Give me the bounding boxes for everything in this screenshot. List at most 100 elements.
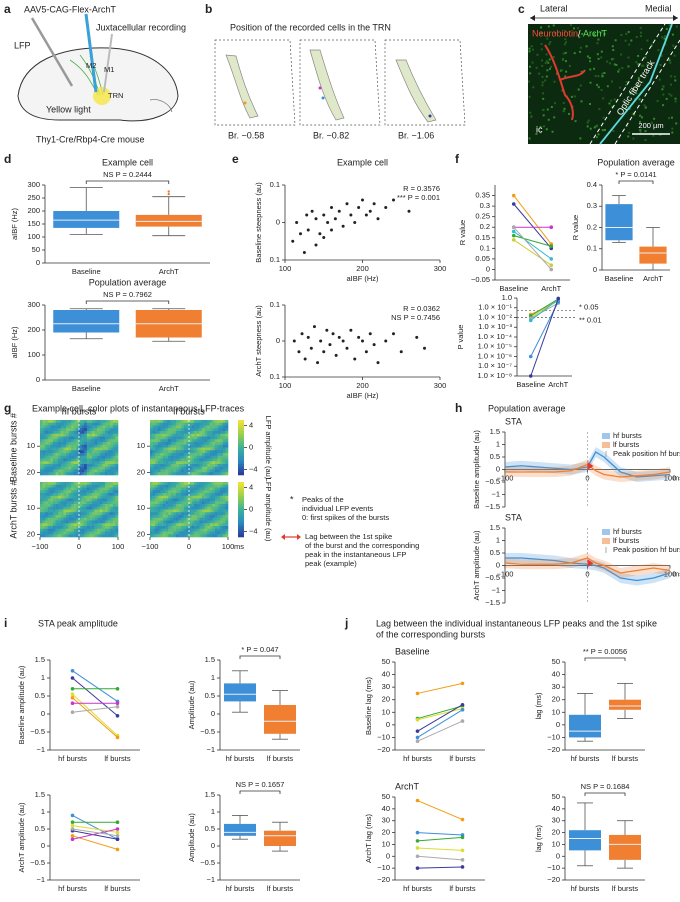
heatmap-cell — [155, 526, 159, 530]
heatmap-cell — [58, 520, 62, 524]
texture-dot — [553, 80, 556, 83]
legend-text: peak in the instantaneous LFP — [305, 550, 406, 559]
heatmap-cell — [152, 455, 156, 459]
heatmap-cell — [73, 498, 77, 502]
heatmap-cell — [202, 433, 205, 437]
heatmap-cell — [215, 428, 218, 432]
heatmap-cell — [225, 450, 229, 454]
heatmap-cell — [86, 458, 90, 462]
heatmap-cell — [222, 517, 226, 521]
scale-label: 200 µm — [638, 121, 663, 130]
heatmap-cell — [199, 450, 203, 454]
heatmap-cell — [89, 528, 93, 532]
heatmap-cell — [212, 523, 216, 527]
heatmap-cell — [40, 506, 43, 510]
heatmap-cell — [47, 493, 51, 497]
heatmap-cell — [160, 455, 164, 459]
heatmap-cell — [94, 420, 98, 424]
heatmap-cell — [217, 506, 221, 510]
heatmap-cell — [215, 495, 218, 499]
heatmap-cell — [55, 447, 59, 451]
heatmap-cell — [181, 493, 185, 497]
heatmap-cell — [53, 493, 56, 497]
y-tick-label: −0.5 — [485, 477, 500, 486]
heatmap-cell — [92, 517, 95, 521]
heatmap-cell — [168, 490, 172, 494]
category-label: hf bursts — [403, 884, 432, 893]
heatmap-cell — [165, 528, 169, 532]
heatmap-cell — [163, 498, 166, 502]
heatmap-cell — [191, 464, 195, 468]
heatmap-cell — [199, 482, 203, 486]
heatmap-cell — [79, 501, 82, 505]
heatmap-cell — [94, 466, 98, 470]
heatmap-cell — [170, 517, 174, 521]
heatmap-cell — [189, 482, 192, 486]
heatmap-cell — [81, 433, 85, 437]
heatmap-cell — [207, 487, 211, 491]
heatmap-cell — [73, 461, 77, 465]
heatmap-cell — [157, 498, 161, 502]
scatter-point — [297, 350, 301, 354]
heatmap-cell — [186, 469, 190, 473]
heatmap-cell — [97, 490, 101, 494]
heatmap-cell — [183, 425, 187, 429]
legend-swatch — [602, 442, 610, 448]
heatmap-cell — [155, 495, 159, 499]
heatmap-cell — [196, 428, 200, 432]
heatmap-cell — [178, 515, 182, 519]
heatmap-cell — [196, 433, 200, 437]
heatmap-cell — [81, 528, 85, 532]
heatmap-cell — [157, 517, 161, 521]
heatmap-cell — [99, 498, 103, 502]
heatmap-cell — [150, 495, 153, 499]
texture-dot — [541, 64, 544, 67]
y-tick-label: 150 — [27, 219, 40, 228]
heatmap-cell — [199, 420, 203, 424]
heatmap-cell — [86, 472, 90, 476]
heatmap-cell — [71, 528, 75, 532]
heatmap-cell — [207, 523, 211, 527]
heatmap-cell — [199, 506, 203, 510]
heatmap-cell — [212, 531, 216, 535]
heatmap-cell — [204, 517, 208, 521]
heatmap-cell — [170, 444, 174, 448]
micrograph — [528, 24, 680, 144]
significance-label: * P = 0.0141 — [615, 170, 656, 179]
heatmap-cell — [176, 482, 179, 486]
paired-line — [72, 830, 118, 840]
heatmap-cell — [194, 453, 198, 457]
heatmap-cell — [186, 436, 190, 440]
heatmap-cell — [45, 420, 49, 424]
heatmap-cell — [81, 493, 85, 497]
y-tick-label: 1.0 × 10⁻¹ — [478, 303, 512, 312]
heatmap-cell — [107, 515, 111, 519]
heatmap-cell — [152, 482, 156, 486]
y-tick-label: −1 — [491, 489, 500, 498]
heatmap-cell — [86, 498, 90, 502]
heatmap-cell — [79, 526, 82, 530]
colorbar-step — [238, 422, 244, 426]
texture-dot — [644, 56, 647, 59]
heatmap-cell — [71, 472, 75, 476]
colorbar-step — [238, 439, 244, 443]
heatmap-cell — [170, 433, 174, 437]
heatmap-cell — [181, 472, 185, 476]
chart-title: STA — [505, 512, 522, 522]
heatmap-cell — [102, 455, 106, 459]
heatmap-cell — [86, 506, 90, 510]
heatmap-cell — [178, 453, 182, 457]
texture-dot — [568, 64, 571, 67]
heatmap-cell — [58, 528, 62, 532]
heatmap-cell — [215, 425, 218, 429]
heatmap-cell — [186, 458, 190, 462]
heatmap-cell — [150, 472, 153, 476]
heatmap-cell — [215, 472, 218, 476]
heatmap-cell — [73, 447, 77, 451]
heatmap-cell — [102, 450, 106, 454]
heatmap-cell — [112, 490, 116, 494]
scatter-point — [392, 198, 395, 202]
heatmap-cell — [66, 458, 69, 462]
heatmap-cell — [50, 428, 54, 432]
heatmap-cell — [170, 447, 174, 451]
